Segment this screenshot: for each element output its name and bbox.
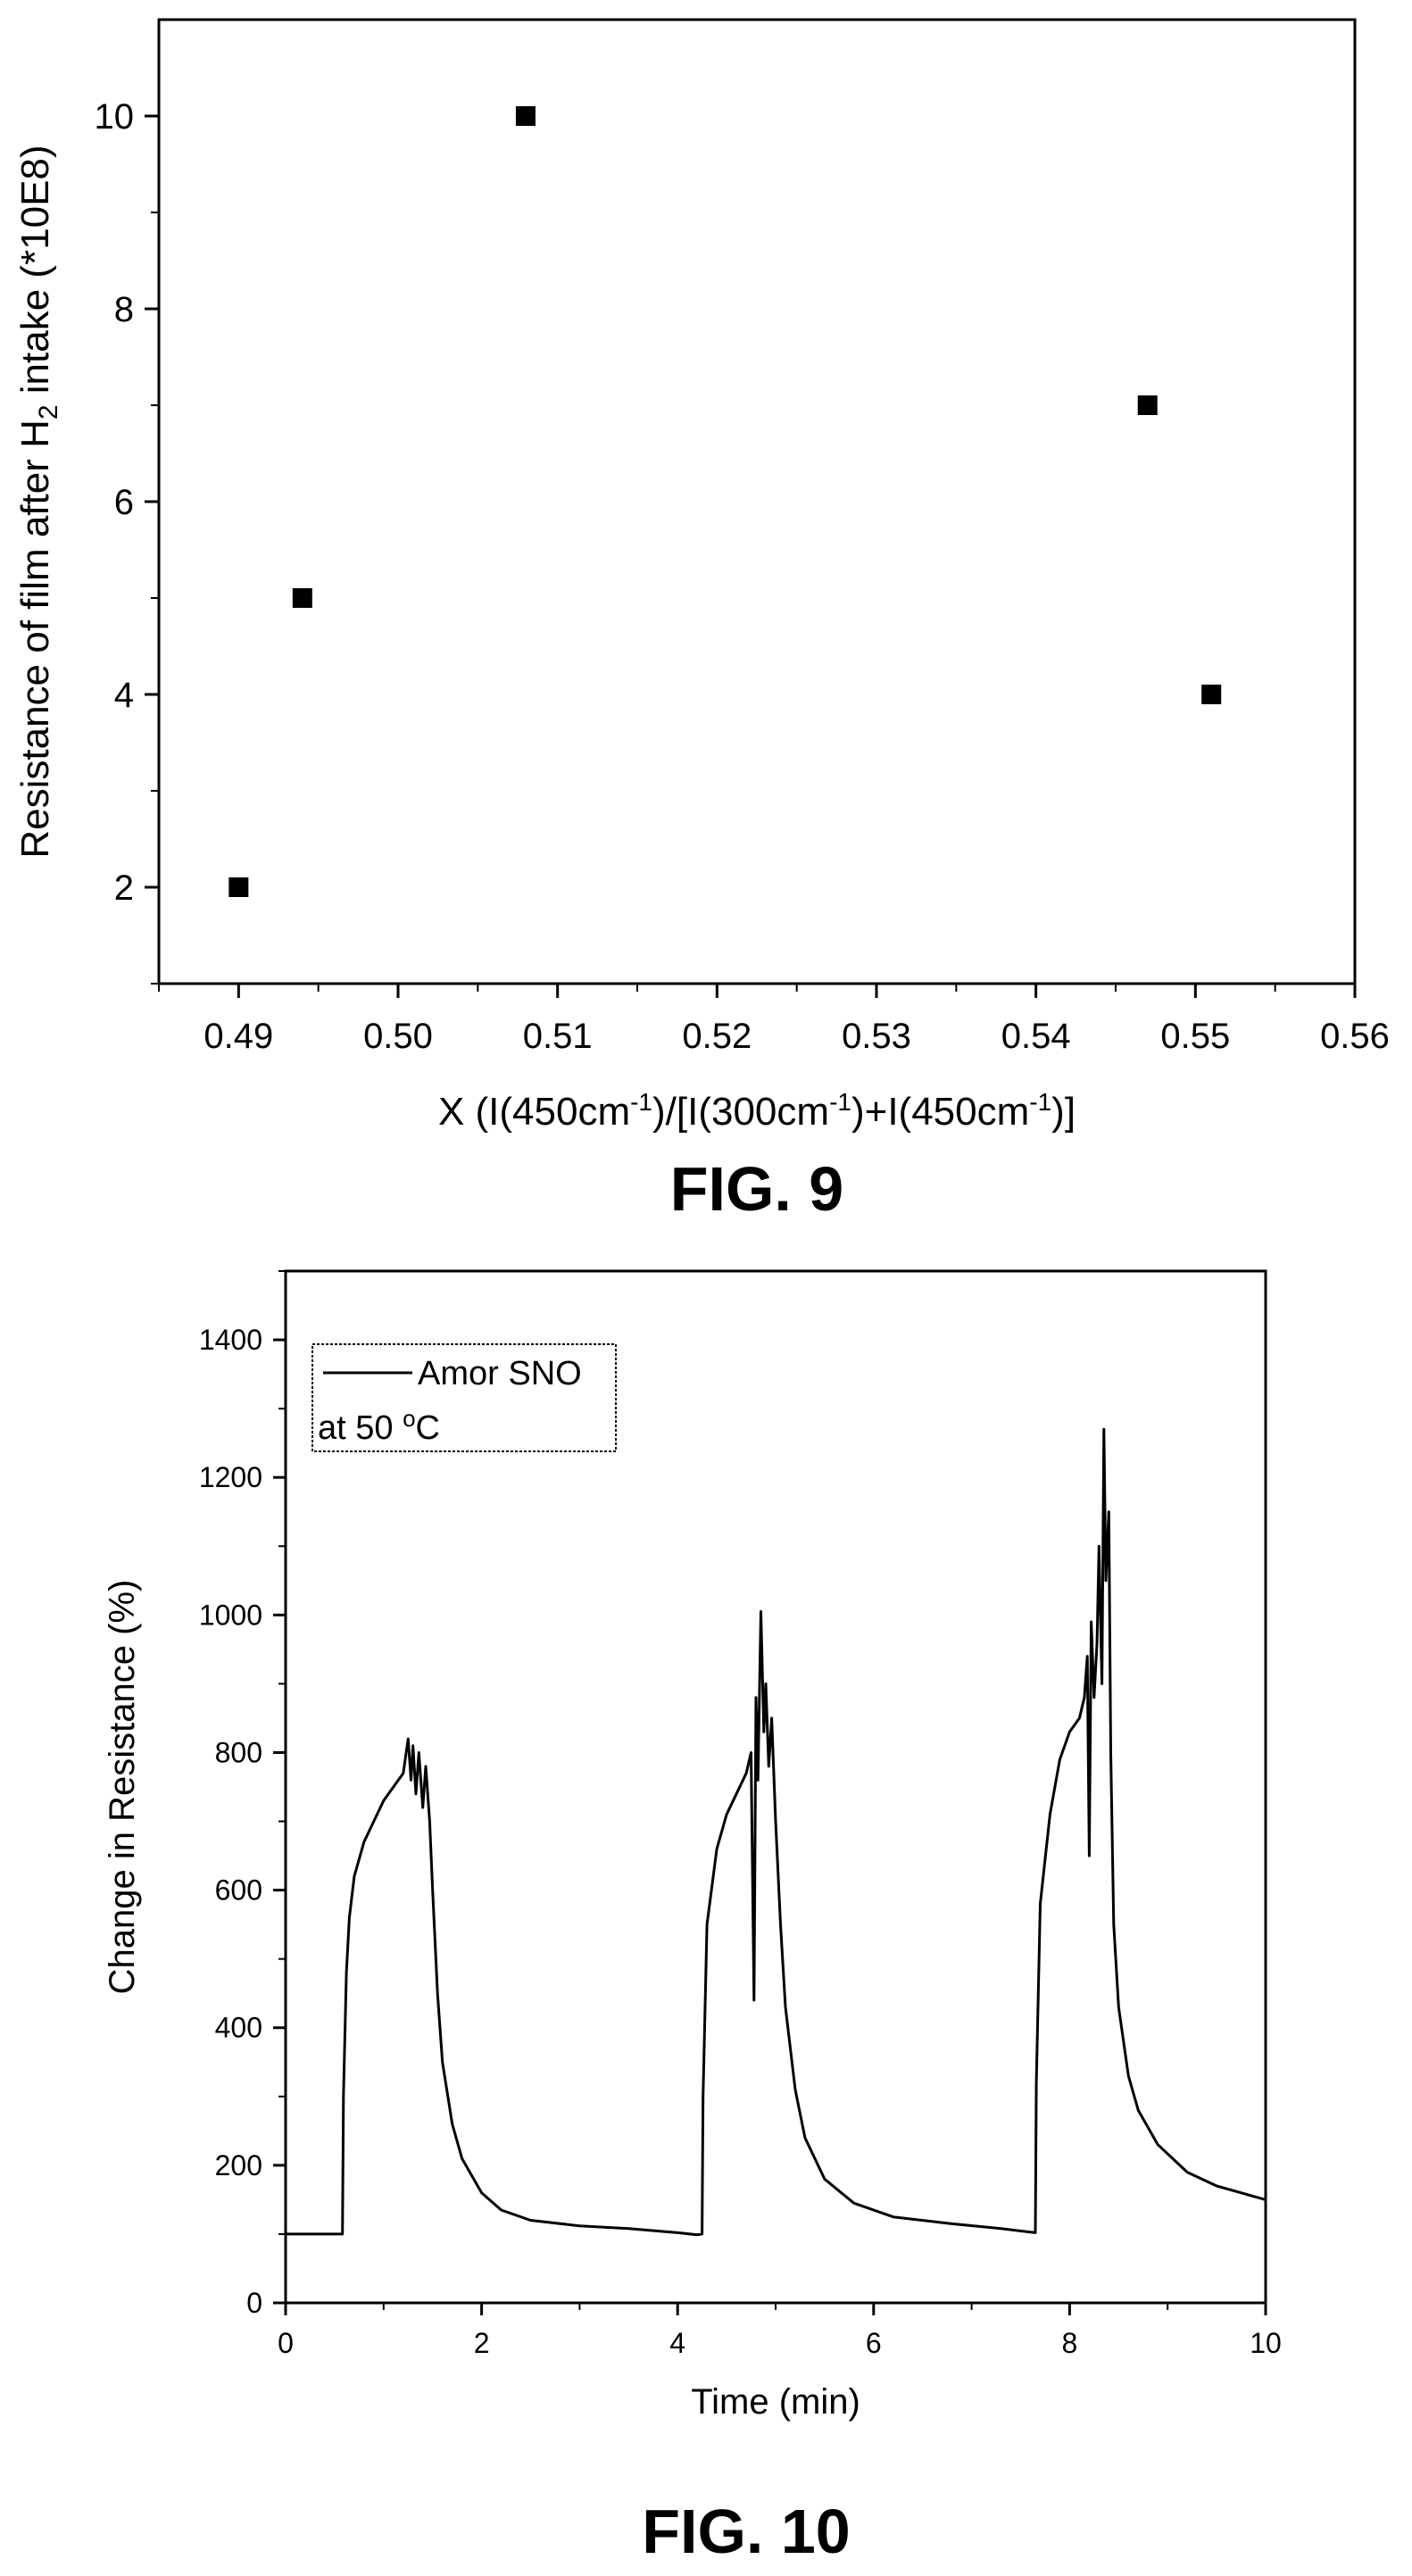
fig9-x-tick-label: 0.55 <box>1160 1017 1230 1056</box>
fig9-x-tick-label: 0.56 <box>1320 1017 1390 1056</box>
fig10-y-tick-label: 600 <box>215 1874 262 1907</box>
fig9-y-ticks: 2 4 6 8 10 <box>95 97 159 985</box>
fig9-data-point <box>292 588 312 608</box>
fig9-y-tick-label: 10 <box>95 97 135 137</box>
fig9-y-axis-label: Resistance of film after H2 intake (*10E… <box>13 145 63 858</box>
fig9-x-tick-label: 0.51 <box>523 1017 593 1056</box>
fig10-y-ticks: 0 200 400 600 800 1000 1200 1400 <box>199 1270 286 2319</box>
fig9-data-point <box>515 106 536 126</box>
fig10-legend-note: at 50 oC <box>318 1405 440 1447</box>
fig9-x-axis-label: X (I(450cm-1)/[I(300cm-1)+I(450cm-1)] <box>438 1088 1076 1134</box>
fig9-x-tick-label: 0.53 <box>842 1017 911 1056</box>
fig9-data-point <box>228 877 249 897</box>
fig10-x-tick-label: 8 <box>1062 2327 1078 2359</box>
fig9-data-point <box>1137 395 1158 415</box>
fig10-y-tick-label: 800 <box>215 1736 262 1768</box>
fig10-y-tick-label: 0 <box>246 2287 262 2319</box>
fig9-x-ticks: 0.49 0.50 0.51 0.52 0.53 0.54 0.55 0.56 <box>158 984 1390 1056</box>
fig10-x-ticks: 0 2 4 6 8 10 <box>278 2303 1282 2359</box>
fig10-x-tick-label: 0 <box>278 2327 294 2359</box>
fig9-y-tick-label: 6 <box>114 483 134 522</box>
fig10-legend: Amor SNO at 50 oC <box>311 1343 617 1452</box>
fig9-plot-frame <box>157 18 1357 985</box>
fig9-data-point <box>1201 685 1222 704</box>
fig10-legend-entry: Amor SNO <box>418 1355 582 1392</box>
fig10-y-tick-label: 1000 <box>199 1599 262 1631</box>
fig10-legend-box <box>311 1343 617 1452</box>
fig10-x-axis-label: Time (min) <box>691 2382 860 2422</box>
fig9-points <box>228 106 1222 897</box>
fig10-chart: 0 2 4 6 8 10 0 200 400 600 800 1000 1200 1400 Amor S… <box>103 1269 1282 2566</box>
fig9-chart: 0.49 0.50 0.51 0.52 0.53 0.54 0.55 0.56 246810 … <box>13 18 1390 1224</box>
fig9-x-tick-label: 0.49 <box>203 1017 273 1056</box>
fig10-series-amor-sno-line <box>286 1427 1267 2237</box>
fig9-x-tick-label: 0.52 <box>682 1017 752 1056</box>
fig9-y-tick-label: 8 <box>114 290 134 329</box>
fig10-x-tick-label: 4 <box>669 2327 685 2359</box>
fig9-x-tick-label: 0.50 <box>363 1017 433 1056</box>
fig10-caption: FIG. 10 <box>642 2497 850 2566</box>
fig10-x-tick-label: 6 <box>866 2327 882 2359</box>
fig10-y-tick-label: 1200 <box>199 1461 262 1493</box>
fig10-y-tick-label: 200 <box>215 2149 262 2181</box>
fig9-y-tick-label: 2 <box>114 868 134 908</box>
fig10-y-axis-label: Change in Resistance (%) <box>103 1580 142 1995</box>
fig9-y-tick-label: 4 <box>114 676 134 715</box>
fig10-y-tick-label: 1400 <box>199 1324 262 1356</box>
fig10-y-tick-label: 400 <box>215 2012 262 2044</box>
fig10-x-tick-label: 2 <box>474 2327 490 2359</box>
fig9-x-tick-label: 0.54 <box>1001 1017 1071 1056</box>
fig9-caption: FIG. 9 <box>670 1154 843 1224</box>
fig10-x-tick-label: 10 <box>1250 2327 1282 2359</box>
